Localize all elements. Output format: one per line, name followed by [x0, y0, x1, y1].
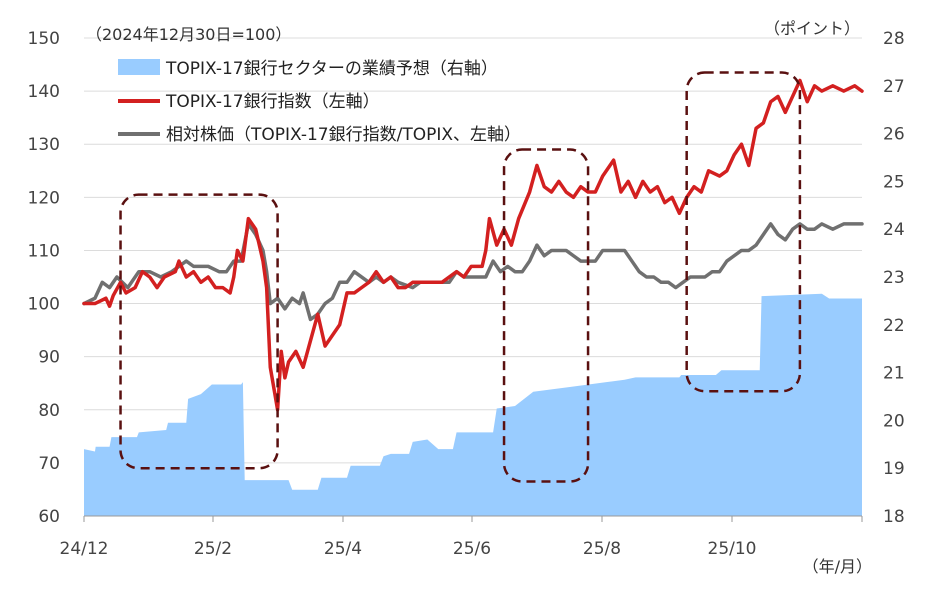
- y-right-tick-label: 27: [883, 77, 905, 97]
- y-left-tick-label: 110: [28, 241, 60, 261]
- y-right-tick-label: 25: [883, 172, 905, 192]
- x-tick-label: 25/4: [324, 539, 362, 559]
- x-axis-unit: （年/月）: [803, 557, 872, 576]
- y-left-tick-label: 150: [28, 29, 60, 49]
- x-tick-label: 25/10: [708, 539, 757, 559]
- x-tick-label: 25/6: [453, 539, 491, 559]
- base-date-note: （2024年12月30日=100）: [86, 25, 291, 44]
- y-right-tick-label: 22: [883, 316, 905, 336]
- y-left-tick-label: 80: [38, 401, 60, 421]
- line-series-bank-index: [82, 78, 864, 412]
- y-right-tick-label: 21: [883, 364, 905, 384]
- highlight-box: [119, 193, 279, 470]
- axes: 150 140 130 120 110 100 90 80 70 60 28 27 26 25 24 23 22…: [28, 29, 905, 559]
- y-left-tick-label: 120: [28, 188, 60, 208]
- highlight-box: [502, 148, 590, 483]
- area-series-forecast: [84, 293, 862, 516]
- y-left-tick-label: 140: [28, 82, 60, 102]
- y-left-tick-label: 60: [38, 507, 60, 527]
- y-left-tick-label: 100: [28, 295, 60, 315]
- x-tick-label: 24/12: [60, 539, 109, 559]
- y-right-tick-label: 19: [883, 459, 905, 479]
- highlight-boxes: [119, 71, 802, 483]
- x-tick-label: 25/8: [583, 539, 621, 559]
- y-right-tick-label: 26: [883, 125, 905, 145]
- y-right-tick-label: 28: [883, 29, 905, 49]
- legend-label: TOPIX-17銀行セクターの業績予想（右軸）: [165, 59, 498, 79]
- line-series-layer: [82, 78, 864, 412]
- y-right-tick-label: 23: [883, 268, 905, 288]
- legend: TOPIX-17銀行セクターの業績予想（右軸） TOPIX-17銀行指数（左軸） 相…: [118, 59, 521, 145]
- x-tick-label: 25/2: [194, 539, 232, 559]
- y-right-tick-label: 24: [883, 220, 905, 240]
- legend-label: 相対株価（TOPIX-17銀行指数/TOPIX、左軸）: [166, 125, 521, 145]
- y-right-tick-label: 18: [883, 507, 905, 527]
- y-left-tick-label: 130: [28, 135, 60, 155]
- highlight-box: [685, 71, 802, 393]
- area-series-layer: [84, 293, 862, 516]
- line-series-relative-price: [82, 222, 864, 322]
- y-right-tick-label: 20: [883, 411, 905, 431]
- y-left-tick-label: 90: [38, 348, 60, 368]
- legend-label: TOPIX-17銀行指数（左軸）: [165, 92, 380, 112]
- y-left-tick-label: 70: [38, 454, 60, 474]
- right-axis-unit: （ポイント）: [764, 19, 860, 38]
- legend-swatch-area: [118, 59, 160, 75]
